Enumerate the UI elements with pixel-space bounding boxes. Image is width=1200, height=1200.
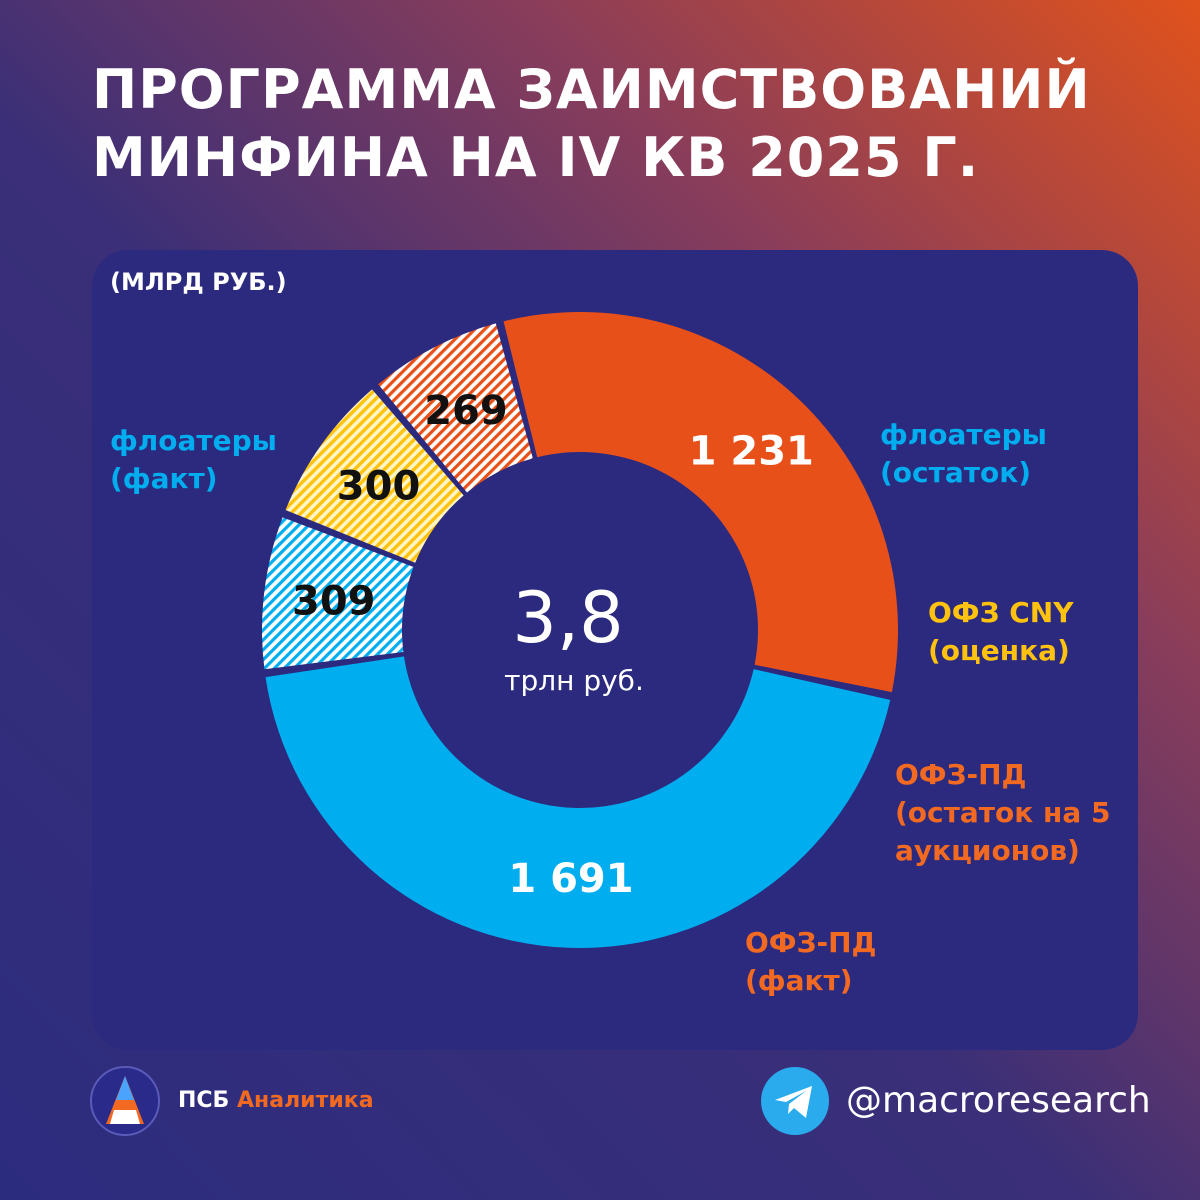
legend-ofz-cny: ОФЗ CNY (оценка): [928, 594, 1073, 670]
legend-floaters-rest: флоатеры (остаток): [880, 416, 1047, 492]
center-total-value: 3,8: [512, 577, 623, 659]
slice-floaters-fact: [265, 656, 891, 948]
value-label-floaters-rest: 309: [292, 579, 376, 625]
slice-ofz-cny: [285, 389, 464, 563]
legend-floaters-rest-line-2: (остаток): [880, 456, 1032, 489]
brand-main: ПСБ: [178, 1088, 230, 1113]
legend-ofz-pd-fact: ОФЗ-ПД (факт): [745, 924, 876, 1000]
telegram-icon[interactable]: [760, 1066, 830, 1136]
legend-ofz-pd-rest: ОФЗ-ПД (остаток на 5 аукционов): [895, 756, 1110, 870]
legend-floaters-fact: флоатеры (факт): [110, 422, 277, 498]
legend-ofz-pd-rest-line-3: аукционов): [895, 834, 1080, 867]
title-line-2: МИНФИНА НА IV КВ 2025 Г.: [92, 126, 980, 189]
brand-name: ПСБ Аналитика: [178, 1088, 374, 1113]
legend-ofz-cny-line-2: (оценка): [928, 634, 1070, 667]
telegram-link[interactable]: @macroresearch: [760, 1066, 1160, 1138]
center-total-unit: трлн руб.: [504, 664, 644, 697]
value-label-floaters-fact: 1 691: [508, 856, 633, 902]
unit-label: (МЛРД РУБ.): [110, 268, 287, 296]
page-title: ПРОГРАММА ЗАИМСТВОВАНИЙ МИНФИНА НА IV КВ…: [92, 56, 1091, 192]
value-label-ofz-cny: 300: [337, 463, 421, 509]
legend-floaters-fact-line-2: (факт): [110, 462, 218, 495]
legend-ofz-pd-fact-line-1: ОФЗ-ПД: [745, 926, 877, 959]
title-line-1: ПРОГРАММА ЗАИМСТВОВАНИЙ: [92, 58, 1091, 121]
slice-floaters-rest: [261, 517, 414, 670]
legend-ofz-pd-rest-line-1: ОФЗ-ПД: [895, 758, 1027, 791]
legend-floaters-rest-line-1: флоатеры: [880, 418, 1048, 451]
slice-ofz-pd-fact: [503, 311, 898, 693]
telegram-handle[interactable]: @macroresearch: [846, 1080, 1151, 1121]
value-label-ofz-pd-fact: 1 231: [689, 429, 814, 475]
legend-ofz-pd-rest-line-2: (остаток на 5: [895, 796, 1111, 829]
legend-ofz-cny-line-1: ОФЗ CNY: [928, 596, 1074, 629]
legend-floaters-fact-line-1: флоатеры: [110, 424, 278, 457]
psb-analytics-logo-icon: [90, 1066, 160, 1136]
brand-accent: Аналитика: [237, 1088, 374, 1113]
brand: ПСБ Аналитика: [90, 1066, 470, 1138]
legend-ofz-pd-fact-line-2: (факт): [745, 964, 853, 997]
value-label-ofz-pd-rest: 269: [424, 388, 508, 434]
slice-ofz-pd-rest: [378, 323, 533, 493]
